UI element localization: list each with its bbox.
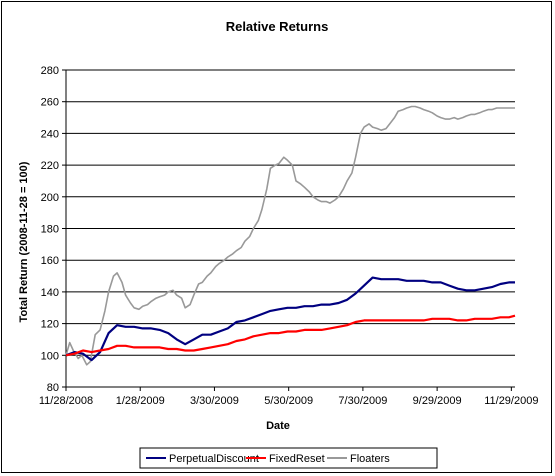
y-tick-label: 240 <box>41 128 59 140</box>
y-tick-label: 180 <box>41 224 59 236</box>
y-tick-label: 280 <box>41 65 59 77</box>
legend: PerpetualDiscount FixedReset Floaters <box>140 448 437 468</box>
x-tick-label: 11/28/2008 <box>39 395 93 407</box>
y-tick-label: 140 <box>41 287 59 299</box>
x-tick-label: 7/30/2009 <box>338 395 387 407</box>
y-tick-label: 120 <box>41 319 59 331</box>
y-tick-label: 160 <box>41 255 59 267</box>
x-tick-label: 9/29/2009 <box>413 395 462 407</box>
y-tick-label: 100 <box>41 350 59 362</box>
y-axis-ticks: 80 100 120 140 160 180 200 220 240 260 280 <box>41 65 66 394</box>
legend-label: PerpetualDiscount <box>169 453 259 465</box>
y-tick-label: 200 <box>41 192 59 204</box>
x-tick-label: 3/30/2009 <box>190 395 239 407</box>
y-tick-label: 260 <box>41 97 59 109</box>
x-tick-label: 11/29/2009 <box>484 395 538 407</box>
y-tick-label: 220 <box>41 160 59 172</box>
legend-label: FixedReset <box>269 453 325 465</box>
chart-title: Relative Returns <box>226 19 329 34</box>
x-axis-title: Date <box>266 420 290 432</box>
x-tick-label: 5/30/2009 <box>264 395 313 407</box>
x-axis-ticks: 11/28/2008 1/28/2009 3/30/2009 5/30/2009 7/3… <box>39 387 539 407</box>
y-tick-label: 80 <box>47 382 59 394</box>
y-axis-title: Total Return (2008-11-28 = 100) <box>18 161 30 322</box>
x-tick-label: 1/28/2009 <box>116 395 165 407</box>
legend-label: Floaters <box>350 453 390 465</box>
